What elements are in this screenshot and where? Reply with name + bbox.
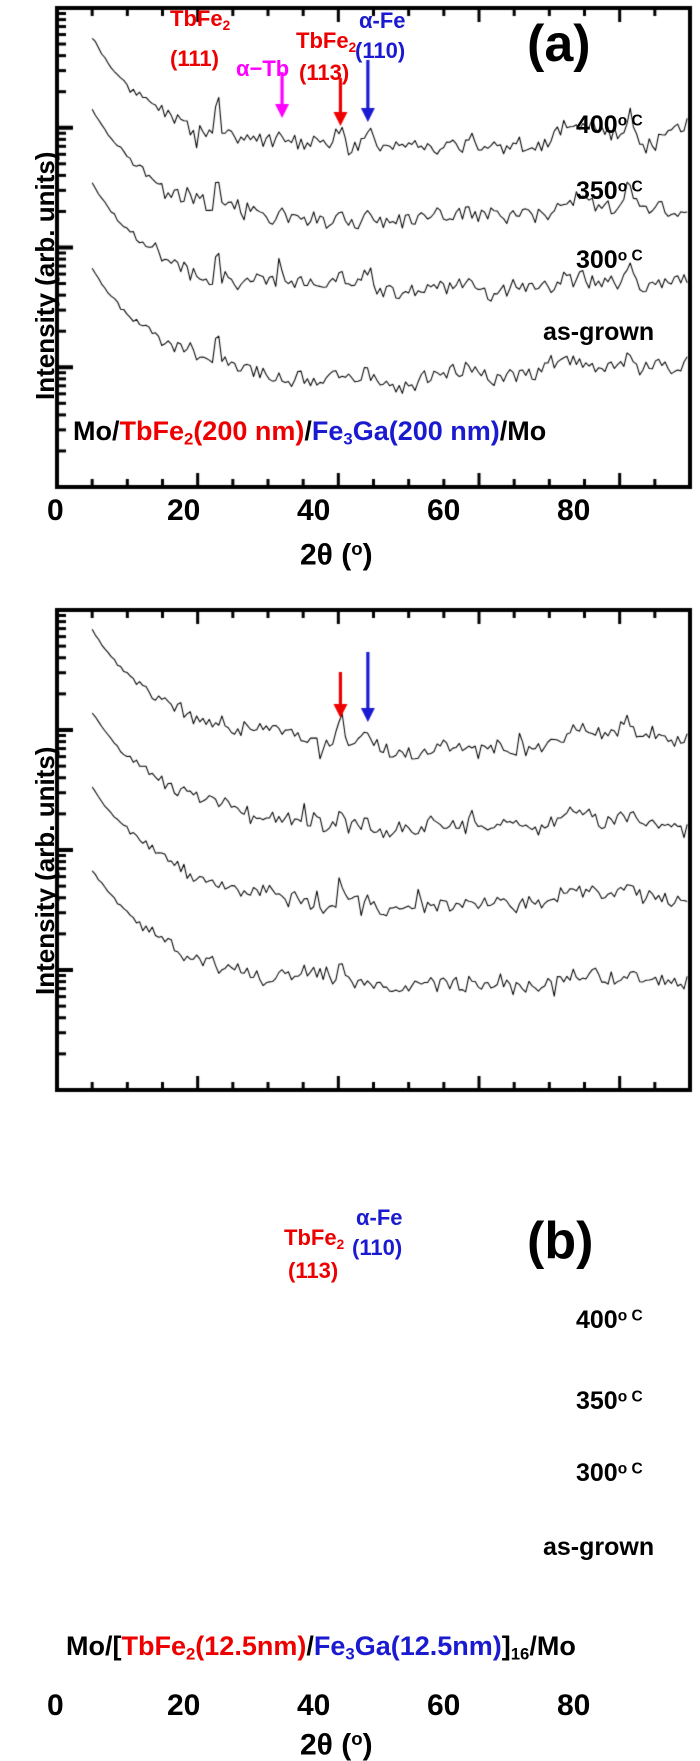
curve-label-300c-b: 300o C xyxy=(576,1461,643,1486)
curve-label-300c-b-value: 300 xyxy=(576,1459,618,1487)
peak-label-b-alpha-fe-line1: α-Fe xyxy=(356,1205,403,1230)
x-tick-40-b: 40 xyxy=(297,1689,331,1722)
stack-b-part-6-sub: 16 xyxy=(510,1644,530,1664)
curve-label-400c-b: 400o C xyxy=(576,1308,643,1333)
panel-b: Intensity (arb. units) 0 20 40 60 80 2θ … xyxy=(0,590,700,1760)
stack-b-part-5: Ga(12.5nm) xyxy=(354,1631,502,1661)
curve-label-350c-b: 350o C xyxy=(576,1389,643,1414)
stack-b-part-4-sub: 3 xyxy=(345,1644,355,1664)
x-axis-title-sup-b: o xyxy=(351,1728,363,1749)
curve-label-350c-b-value: 350 xyxy=(576,1387,618,1415)
curve-label-400c-b-unit: o C xyxy=(617,1307,643,1325)
curve-label-asgrown-b: as-grown xyxy=(543,1533,655,1561)
peak-label-b-tbfe2-113-text: TbFe xyxy=(284,1225,337,1250)
stack-b-part-1-sub: 2 xyxy=(185,1644,196,1664)
xrd-plot-canvas-b xyxy=(0,590,700,1177)
x-tick-0-b: 0 xyxy=(47,1689,64,1722)
x-tick-20-b: 20 xyxy=(167,1689,201,1722)
x-axis-title-main-b: 2θ ( xyxy=(300,1728,352,1761)
panel-tag-b: (b) xyxy=(527,1212,594,1270)
stack-b-part-2: (12.5nm) xyxy=(195,1631,307,1661)
x-tick-60-b: 60 xyxy=(427,1689,461,1722)
x-tick-80-b: 80 xyxy=(557,1689,591,1722)
stack-b-part-1: TbFe xyxy=(121,1631,186,1661)
curve-label-400c-b-value: 400 xyxy=(576,1306,618,1334)
stack-composition-b: Mo/[TbFe2(12.5nm)/Fe3Ga(12.5nm)]16/Mo xyxy=(66,1633,576,1663)
stack-b-part-0: Mo/[ xyxy=(66,1631,122,1661)
peak-label-b-tbfe2-113-line1: TbFe2 xyxy=(284,1225,345,1252)
curve-label-350c-b-unit: o C xyxy=(617,1388,643,1406)
panel-a: Intensity (arb. units) 0 20 40 60 80 2θ … xyxy=(0,0,700,590)
xrd-plot-canvas-a xyxy=(0,0,700,590)
stack-b-part-4: Fe xyxy=(313,1631,346,1661)
peak-label-b-tbfe2-113-sub: 2 xyxy=(336,1236,345,1252)
stack-b-part-6: ] xyxy=(501,1631,511,1661)
stack-b-part-3: / xyxy=(306,1631,314,1661)
curve-label-300c-b-unit: o C xyxy=(617,1460,643,1478)
peak-label-b-alpha-fe-line2: (110) xyxy=(352,1235,403,1260)
x-axis-title-close-b: ) xyxy=(362,1728,373,1761)
x-axis-title-b: 2θ (o) xyxy=(300,1728,373,1761)
stack-b-part-7: /Mo xyxy=(529,1631,576,1661)
peak-label-b-tbfe2-113-line2: (113) xyxy=(288,1258,339,1283)
